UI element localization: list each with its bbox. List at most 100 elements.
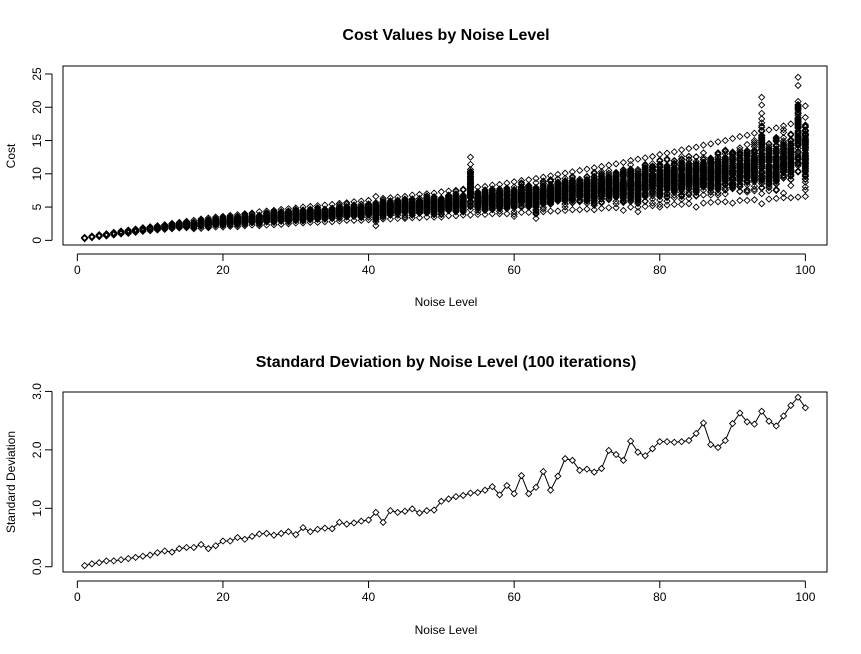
scatter-point-group: [743, 131, 751, 205]
y-tick-label: 5: [30, 203, 44, 210]
data-point: [430, 506, 438, 514]
scatter-point-group: [117, 227, 125, 238]
scatter-point-group: [546, 172, 555, 215]
data-point: [328, 525, 336, 533]
scatter-point-group: [459, 185, 467, 219]
scatter-point-group: [80, 233, 89, 243]
scatter-point-group: [772, 124, 780, 203]
data-point: [394, 508, 402, 517]
chart-1-points: [80, 73, 810, 243]
scatter-point-group: [532, 174, 540, 223]
scatter-point-group: [262, 207, 271, 229]
x-tick-label: 40: [362, 263, 376, 277]
chart-1-plot-frame: [62, 65, 828, 246]
scatter-point-group: [226, 211, 234, 231]
data-point: [110, 557, 118, 565]
scatter-point-group: [634, 155, 642, 216]
scatter-point-group: [794, 73, 802, 201]
data-point: [452, 492, 460, 501]
y-tick-label: 1.0: [30, 500, 44, 517]
data-point: [554, 472, 562, 480]
data-point: [379, 518, 387, 526]
data-point: [233, 533, 242, 542]
scatter-point-group: [255, 208, 263, 230]
scatter-point-group: [510, 178, 518, 221]
x-tick-label: 60: [507, 590, 521, 604]
scatter-point-group: [102, 230, 111, 240]
data-point: [736, 409, 744, 417]
data-point: [161, 547, 169, 555]
scatter-point-group: [190, 216, 198, 233]
chart-1-y-axis: 0 5 10 15 20 25: [30, 67, 53, 244]
scatter-point-group: [379, 194, 387, 223]
scatter-point-group: [474, 183, 482, 219]
data-point: [794, 393, 802, 401]
data-point: [255, 530, 263, 538]
scatter-point-group: [299, 203, 307, 227]
scatter-point-group: [110, 228, 118, 239]
chart-2-x-axis: 0 20 40 60 80 100: [74, 580, 816, 604]
scatter-point-group: [357, 197, 365, 225]
scatter-point-group: [161, 221, 169, 233]
scatter-point-group: [495, 180, 504, 218]
data-point: [299, 523, 307, 532]
data-point: [131, 553, 140, 562]
data-point: [503, 481, 511, 490]
chart-2-y-axis: 0.0 1.0 2.0 3.0: [30, 383, 53, 575]
scatter-point-group: [306, 202, 314, 227]
data-point: [677, 438, 686, 446]
chart-2-title: Standard Deviation by Noise Level (100 i…: [256, 354, 637, 371]
data-point: [197, 540, 205, 549]
x-tick-label: 20: [216, 590, 230, 604]
y-tick-label: 15: [30, 134, 44, 148]
chart-2-x-label: Noise Level: [415, 623, 478, 637]
scatter-point-group: [648, 152, 657, 210]
scatter-point-group: [525, 176, 533, 217]
scatter-point-group: [124, 226, 132, 237]
x-tick-label: 100: [795, 263, 815, 277]
data-point: [372, 508, 380, 517]
data-point: [270, 531, 278, 539]
data-point: [292, 530, 300, 539]
data-point: [707, 440, 715, 449]
data-point: [364, 516, 373, 524]
data-point: [182, 543, 191, 552]
chart-1-x-axis: 0 20 40 60 80 100: [74, 253, 816, 277]
data-point: [124, 554, 132, 563]
scatter-point-group: [386, 194, 395, 223]
scatter-point-group: [707, 140, 715, 207]
data-point: [306, 528, 314, 536]
scatter-point-group: [364, 196, 373, 224]
data-point: [117, 556, 125, 564]
data-point: [102, 557, 111, 565]
scatter-point-group: [503, 179, 511, 218]
data-point: [656, 438, 664, 446]
data-point: [146, 551, 154, 559]
chart-2-plot-frame: [62, 391, 828, 573]
data-point: [357, 517, 365, 525]
scatter-point-group: [728, 134, 737, 207]
scatter-point-group: [488, 181, 496, 218]
data-point: [779, 412, 788, 420]
scatter-point-group: [233, 211, 242, 231]
data-point: [750, 420, 759, 428]
scatter-point-group: [168, 219, 176, 233]
scatter-point-group: [787, 120, 795, 202]
scatter-point-group: [408, 191, 416, 222]
y-tick-label: 2.0: [30, 441, 44, 458]
scatter-point-group: [452, 186, 460, 220]
x-tick-label: 0: [74, 590, 81, 604]
data-point: [641, 452, 649, 460]
data-point: [481, 486, 489, 494]
data-point: [212, 542, 220, 550]
data-point: [190, 543, 198, 552]
data-point: [597, 464, 606, 473]
scatter-point-group: [248, 209, 256, 229]
data-point: [663, 438, 671, 446]
data-point: [219, 537, 227, 545]
scatter-point-group: [576, 166, 584, 214]
scatter-point-group: [685, 144, 693, 208]
data-point: [415, 509, 424, 517]
data-point: [495, 491, 504, 499]
scatter-point-group: [430, 189, 438, 221]
